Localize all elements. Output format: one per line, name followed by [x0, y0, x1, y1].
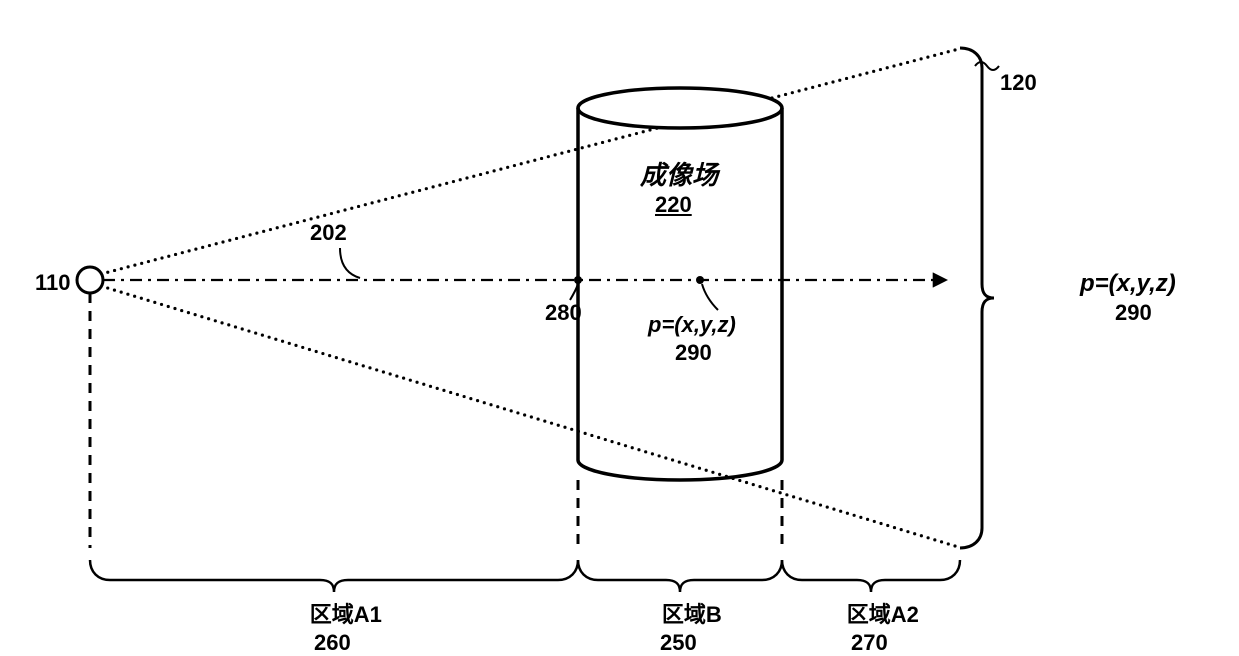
- diagram-label: 270: [851, 630, 888, 656]
- diagram-label: 290: [1115, 300, 1152, 326]
- diagram-label: p=(x,y,z): [1080, 270, 1176, 299]
- diagram-label: 110: [35, 270, 71, 296]
- diagram-label: 290: [675, 340, 712, 366]
- diagram-label: 250: [660, 630, 697, 656]
- diagram-label: 区域A2: [847, 602, 919, 628]
- diagram-label: 280: [545, 300, 582, 326]
- diagram-label: p=(x,y,z): [648, 312, 736, 338]
- diagram-label: 120: [1000, 70, 1037, 96]
- diagram-label: 202: [310, 220, 347, 246]
- diagram-svg: [0, 0, 1239, 646]
- diagram-label: 260: [314, 630, 351, 656]
- diagram-label: 区域B: [662, 602, 722, 628]
- diagram-label: 220: [655, 192, 692, 218]
- diagram-label: 成像场: [640, 160, 718, 191]
- diagram-label: 区域A1: [310, 602, 382, 628]
- diagram-canvas: 120成像场220202110280p=(x,y,z)290p=(x,y,z)2…: [0, 0, 1239, 646]
